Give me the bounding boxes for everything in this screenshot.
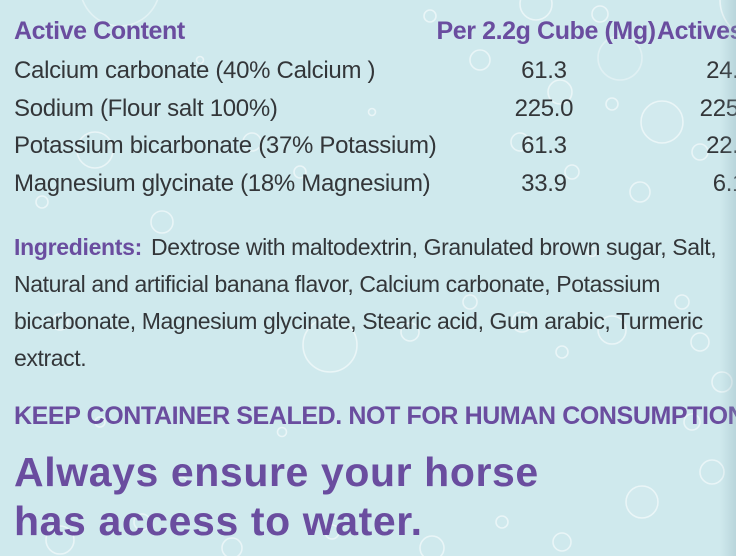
- ingredients-label: Ingredients:: [14, 234, 143, 260]
- column-header-actives: Actives (Mg): [657, 17, 736, 45]
- row-ingredient-name: Sodium (Flour salt 100%): [14, 94, 278, 122]
- row-per-cube-value: 61.3: [521, 57, 567, 84]
- row-ingredient-name: Potassium bicarbonate (37% Potassium): [14, 132, 437, 159]
- active-content-table: Active Content Per 2.2g Cube (Mg) Active…: [14, 10, 736, 202]
- ingredients-paragraph: Ingredients: Dextrose with maltodextrin, …: [14, 229, 722, 377]
- column-header-per-cube: Per 2.2g Cube (Mg): [436, 17, 656, 45]
- row-ingredient-name: Magnesium glycinate (18% Magnesium): [14, 169, 431, 197]
- row-actives-value: 6.1: [712, 169, 736, 197]
- footer-line-1: Always ensure your horse: [14, 449, 539, 495]
- row-per-cube-value: 33.9: [521, 169, 567, 197]
- row-ingredient-name: Calcium carbonate (40% Calcium ): [14, 57, 376, 84]
- ingredients-text: Dextrose with maltodextrin, Granulated b…: [14, 234, 717, 371]
- row-per-cube-value: 61.3: [521, 132, 567, 159]
- column-header-active-content: Active Content: [14, 17, 185, 45]
- row-actives-value: 225.0: [699, 94, 736, 122]
- row-actives-value: 22.7: [706, 132, 736, 159]
- footer-message: Always ensure your horse has access to w…: [14, 448, 722, 546]
- row-actives-value: 24.5: [706, 57, 736, 84]
- footer-line-2: has access to water.: [14, 498, 423, 544]
- warning-text: KEEP CONTAINER SEALED. NOT FOR HUMAN CON…: [14, 402, 736, 430]
- row-per-cube-value: 225.0: [514, 94, 574, 122]
